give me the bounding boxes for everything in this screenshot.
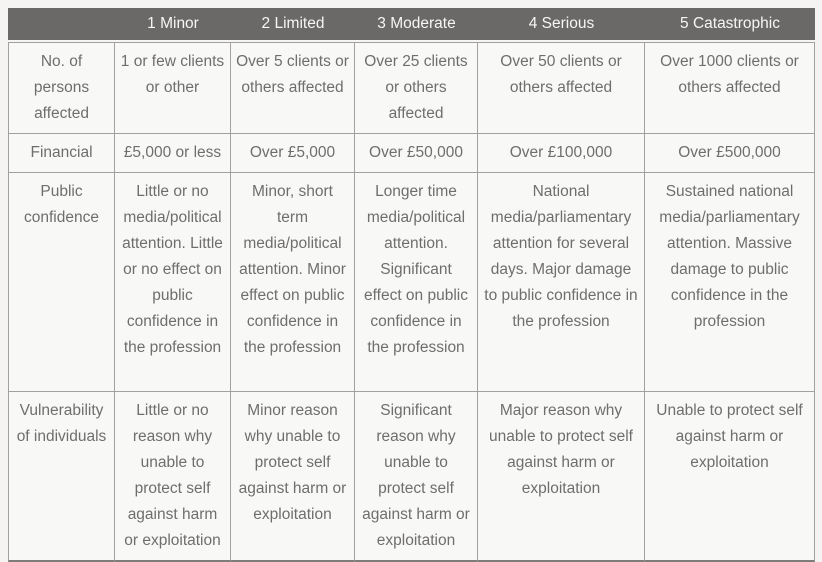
table-cell: Over £50,000 bbox=[355, 134, 478, 173]
table-row-persons-affected: No. of persons affected 1 or few clients… bbox=[8, 42, 815, 134]
table-cell: Unable to protect self against harm or e… bbox=[645, 392, 815, 562]
table-cell: Minor, short term media/political attent… bbox=[231, 173, 355, 392]
table-row-public-confidence: Public confidence Little or no media/pol… bbox=[8, 173, 815, 392]
row-header-financial: Financial bbox=[8, 134, 115, 173]
table-row-financial: Financial £5,000 or less Over £5,000 Ove… bbox=[8, 134, 815, 173]
table-cell: Longer time media/political attention. S… bbox=[355, 173, 478, 392]
table-cell: Minor reason why unable to protect self … bbox=[231, 392, 355, 562]
table-cell: Over 50 clients or others affected bbox=[478, 42, 645, 134]
table-cell: National media/parliamentary attention f… bbox=[478, 173, 645, 392]
table-cell: Over £500,000 bbox=[645, 134, 815, 173]
row-header-persons-affected: No. of persons affected bbox=[8, 42, 115, 134]
table-cell: Over 25 clients or others affected bbox=[355, 42, 478, 134]
table-cell: Over £100,000 bbox=[478, 134, 645, 173]
row-header-vulnerability: Vulnerability of individuals bbox=[8, 392, 115, 562]
column-header-serious: 4 Serious bbox=[478, 8, 645, 42]
table-cell: £5,000 or less bbox=[115, 134, 231, 173]
table-cell: Little or no media/political attention. … bbox=[115, 173, 231, 392]
column-header-moderate: 3 Moderate bbox=[355, 8, 478, 42]
table-cell: Sustained national media/parliamentary a… bbox=[645, 173, 815, 392]
row-header-public-confidence: Public confidence bbox=[8, 173, 115, 392]
corner-header-cell bbox=[8, 8, 115, 42]
table-cell: Over 5 clients or others affected bbox=[231, 42, 355, 134]
table-cell: Major reason why unable to protect self … bbox=[478, 392, 645, 562]
column-header-catastrophic: 5 Catastrophic bbox=[645, 8, 815, 42]
column-header-minor: 1 Minor bbox=[115, 8, 231, 42]
table-cell: Over £5,000 bbox=[231, 134, 355, 173]
risk-impact-table: 1 Minor 2 Limited 3 Moderate 4 Serious 5… bbox=[8, 8, 815, 562]
table-cell: Over 1000 clients or others affected bbox=[645, 42, 815, 134]
table-header-row: 1 Minor 2 Limited 3 Moderate 4 Serious 5… bbox=[8, 8, 815, 42]
table-cell: 1 or few clients or other bbox=[115, 42, 231, 134]
table-cell: Significant reason why unable to protect… bbox=[355, 392, 478, 562]
column-header-limited: 2 Limited bbox=[231, 8, 355, 42]
table-row-vulnerability: Vulnerability of individuals Little or n… bbox=[8, 392, 815, 562]
table-cell: Little or no reason why unable to protec… bbox=[115, 392, 231, 562]
